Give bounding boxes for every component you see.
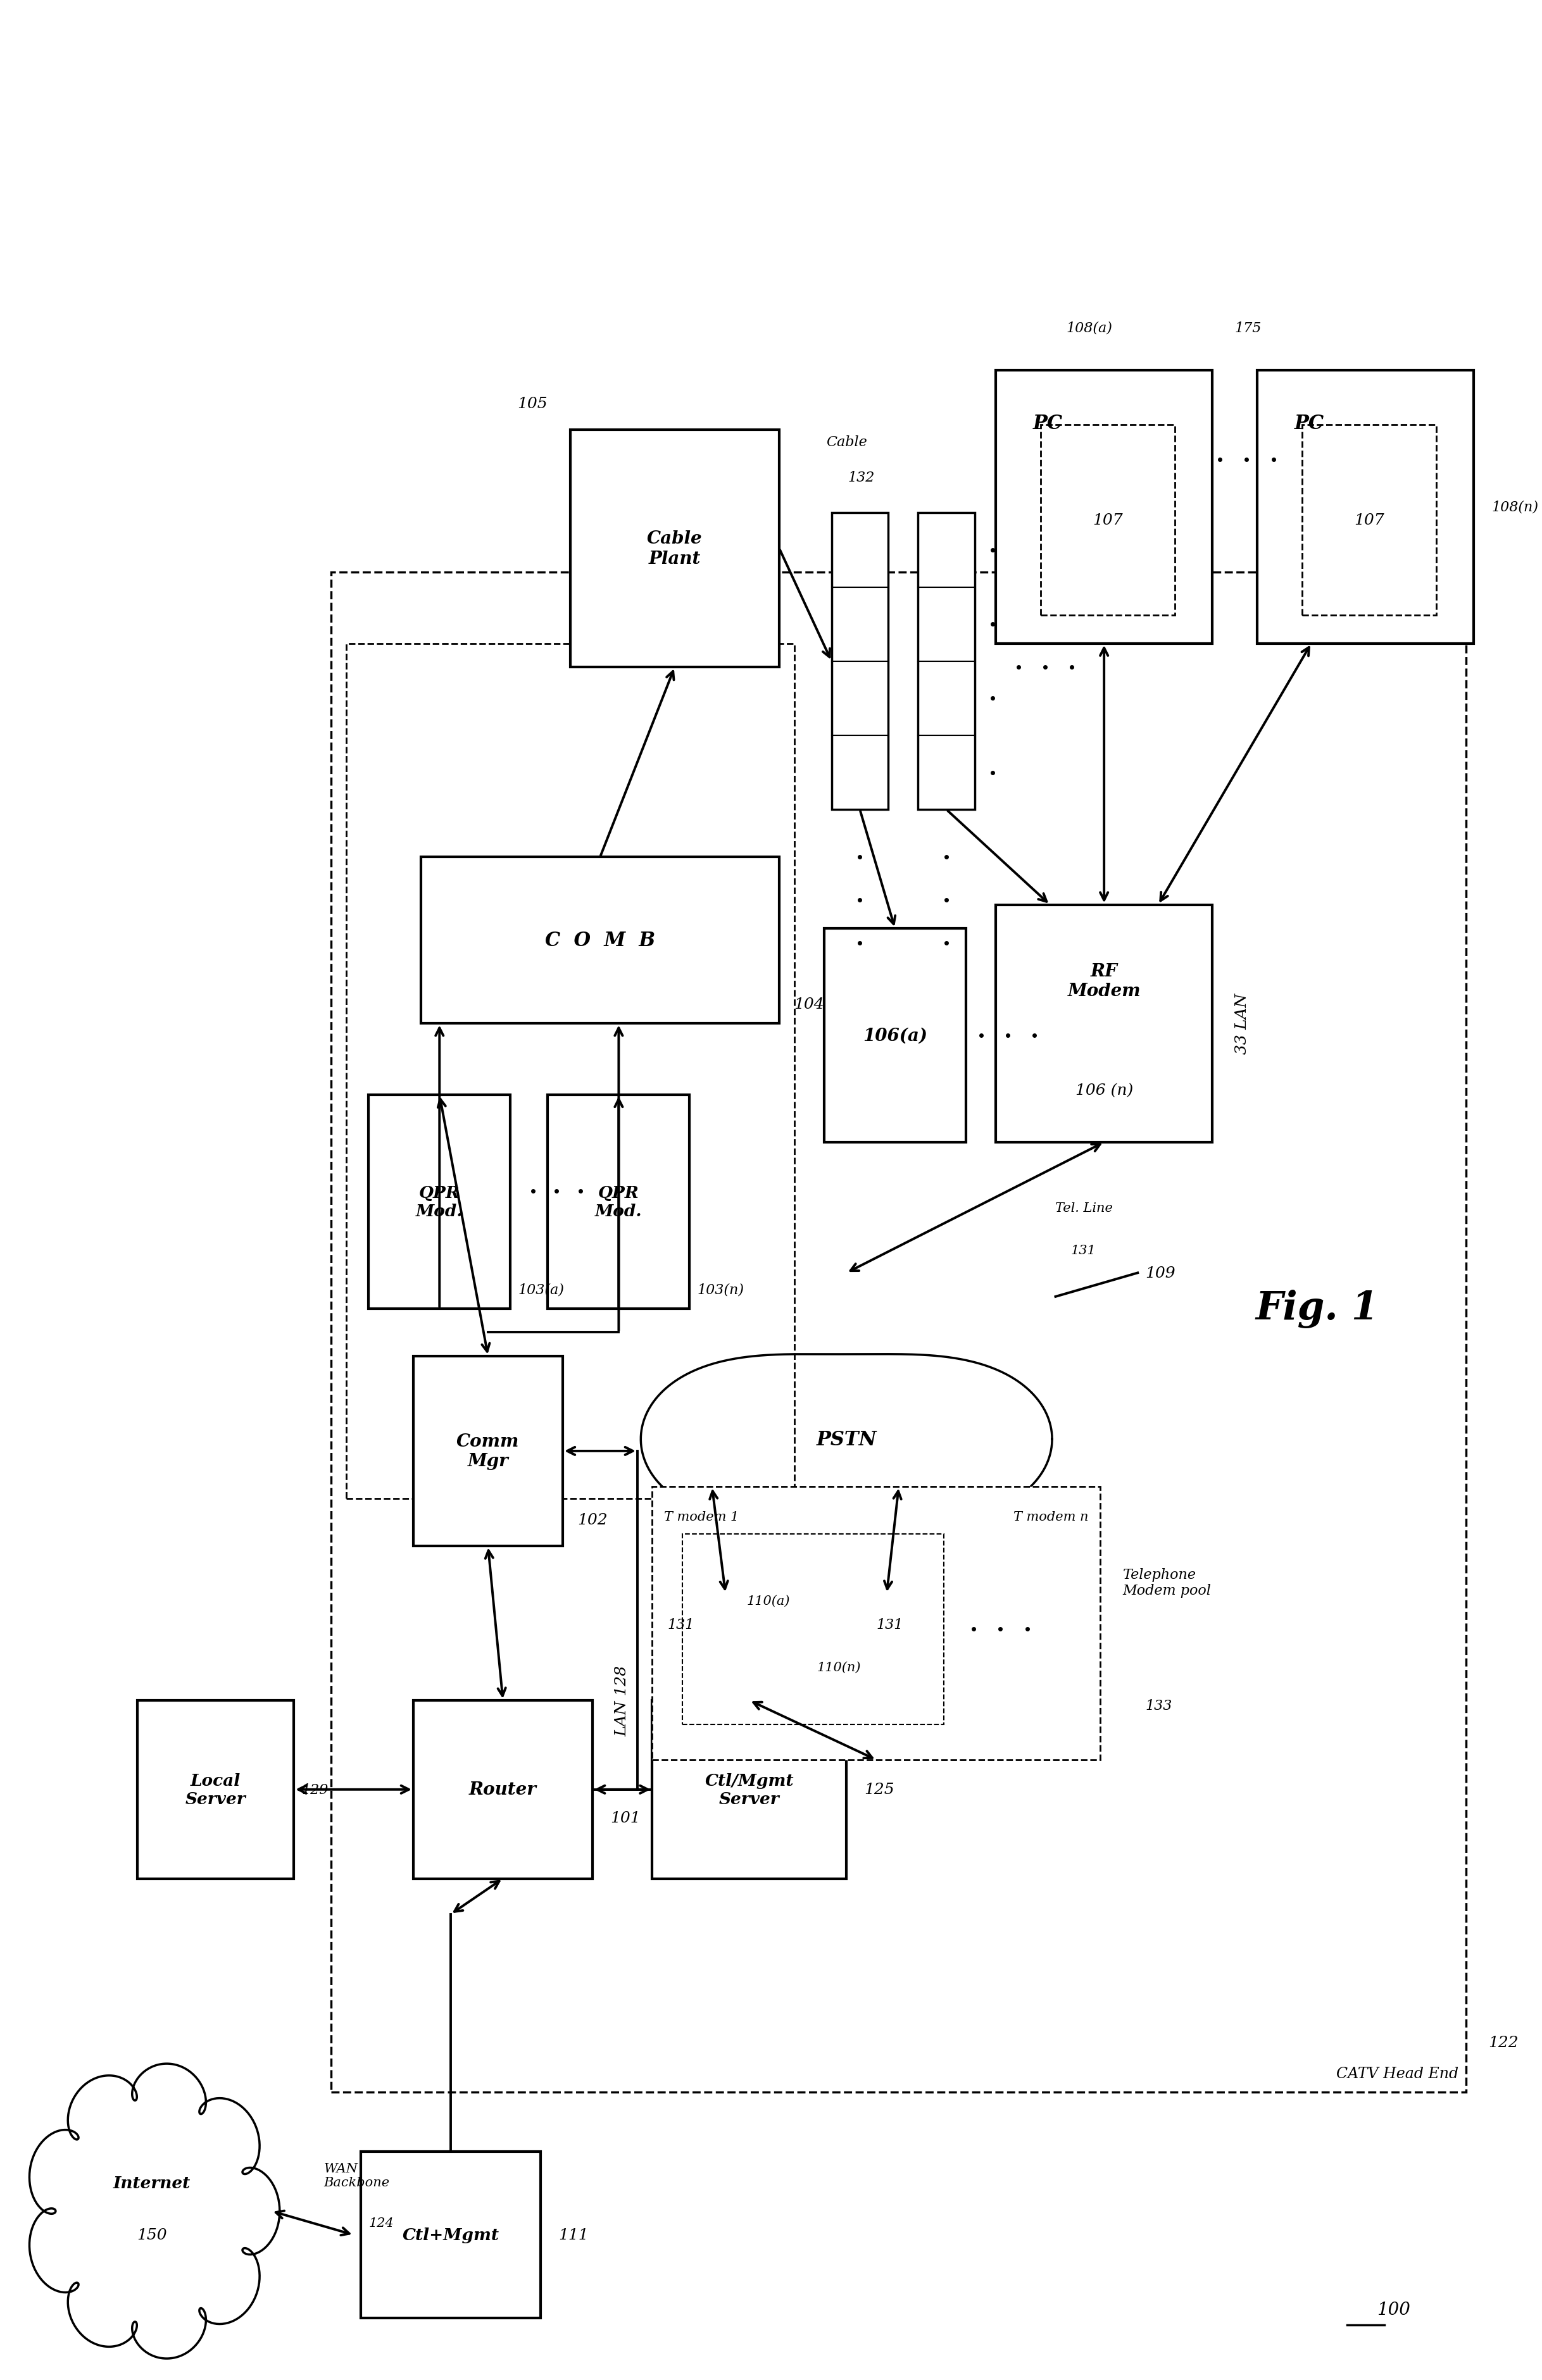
Text: 132: 132: [848, 471, 874, 486]
Text: Cable: Cable: [827, 436, 867, 450]
Text: 109: 109: [1146, 1266, 1175, 1280]
Text: 129: 129: [301, 1783, 328, 1797]
FancyBboxPatch shape: [917, 514, 975, 809]
Text: Tel. Line: Tel. Line: [1056, 1202, 1113, 1214]
Text: Router: Router: [469, 1780, 537, 1799]
FancyBboxPatch shape: [413, 1702, 592, 1878]
Text: Local
Server: Local Server: [185, 1773, 245, 1806]
FancyBboxPatch shape: [682, 1535, 944, 1726]
Text: Telephone
Modem pool: Telephone Modem pool: [1123, 1568, 1212, 1597]
Text: 133: 133: [1146, 1699, 1172, 1711]
FancyBboxPatch shape: [421, 857, 779, 1023]
Text: QPR
Mod.: QPR Mod.: [595, 1185, 643, 1219]
Text: 131: 131: [1070, 1245, 1096, 1257]
Text: Ctl/Mgmt
Server: Ctl/Mgmt Server: [705, 1773, 794, 1806]
Text: 122: 122: [1488, 2035, 1519, 2049]
Text: 101: 101: [611, 1811, 640, 1825]
Text: 105: 105: [518, 397, 547, 412]
Text: C  O  M  B: C O M B: [544, 931, 655, 950]
Text: 103(n): 103(n): [697, 1283, 743, 1297]
FancyBboxPatch shape: [652, 1488, 1101, 1759]
Text: 125: 125: [865, 1783, 894, 1797]
Text: T modem n: T modem n: [1013, 1511, 1089, 1523]
Text: CATV Head End: CATV Head End: [1337, 2066, 1459, 2080]
Text: Comm
Mgr: Comm Mgr: [456, 1433, 520, 1468]
FancyBboxPatch shape: [137, 1702, 295, 1878]
Text: 111: 111: [558, 2228, 589, 2242]
Text: PC: PC: [1294, 414, 1325, 433]
Text: 131: 131: [876, 1618, 904, 1630]
Text: 110(a): 110(a): [746, 1595, 790, 1607]
Text: 108(a): 108(a): [1066, 321, 1112, 336]
Text: 106(a): 106(a): [862, 1028, 927, 1045]
FancyBboxPatch shape: [996, 904, 1212, 1142]
Text: 102: 102: [578, 1514, 608, 1528]
Text: 150: 150: [137, 2228, 167, 2242]
FancyBboxPatch shape: [1041, 426, 1175, 616]
Text: 104: 104: [794, 997, 825, 1012]
Text: WAN
Backbone: WAN Backbone: [324, 2163, 390, 2190]
Text: 131: 131: [668, 1618, 694, 1630]
Text: Ctl+Mgmt: Ctl+Mgmt: [402, 2228, 500, 2242]
Text: PC: PC: [1033, 414, 1062, 433]
Text: 100: 100: [1377, 2301, 1409, 2318]
Text: 106 (n): 106 (n): [1075, 1083, 1133, 1097]
FancyBboxPatch shape: [369, 1095, 510, 1309]
Text: RF
Modem: RF Modem: [1067, 962, 1141, 1000]
Polygon shape: [29, 2063, 279, 2359]
FancyBboxPatch shape: [547, 1095, 689, 1309]
FancyBboxPatch shape: [1301, 426, 1436, 616]
FancyBboxPatch shape: [652, 1702, 847, 1878]
FancyBboxPatch shape: [996, 371, 1212, 645]
FancyBboxPatch shape: [571, 431, 779, 666]
FancyBboxPatch shape: [361, 2152, 540, 2318]
Text: Internet: Internet: [113, 2175, 191, 2190]
Text: 107: 107: [1093, 514, 1123, 528]
Text: 103(a): 103(a): [518, 1283, 564, 1297]
FancyBboxPatch shape: [413, 1357, 563, 1547]
FancyBboxPatch shape: [332, 574, 1466, 2092]
Text: 110(n): 110(n): [817, 1661, 860, 1673]
Text: Cable
Plant: Cable Plant: [648, 531, 703, 566]
FancyBboxPatch shape: [345, 645, 794, 1499]
Text: T modem 1: T modem 1: [665, 1511, 739, 1523]
Text: Fig. 1: Fig. 1: [1255, 1290, 1379, 1328]
Text: 33 LAN: 33 LAN: [1235, 992, 1249, 1054]
Text: 124: 124: [369, 2218, 393, 2230]
FancyBboxPatch shape: [1257, 371, 1474, 645]
Text: 175: 175: [1235, 321, 1261, 336]
Text: LAN 128: LAN 128: [615, 1666, 629, 1735]
FancyBboxPatch shape: [823, 928, 965, 1142]
Polygon shape: [641, 1354, 1052, 1523]
FancyBboxPatch shape: [831, 514, 888, 809]
Text: PSTN: PSTN: [816, 1430, 877, 1449]
Text: 107: 107: [1354, 514, 1385, 528]
Text: 108(n): 108(n): [1491, 500, 1539, 514]
Text: QPR
Mod.: QPR Mod.: [416, 1185, 463, 1219]
